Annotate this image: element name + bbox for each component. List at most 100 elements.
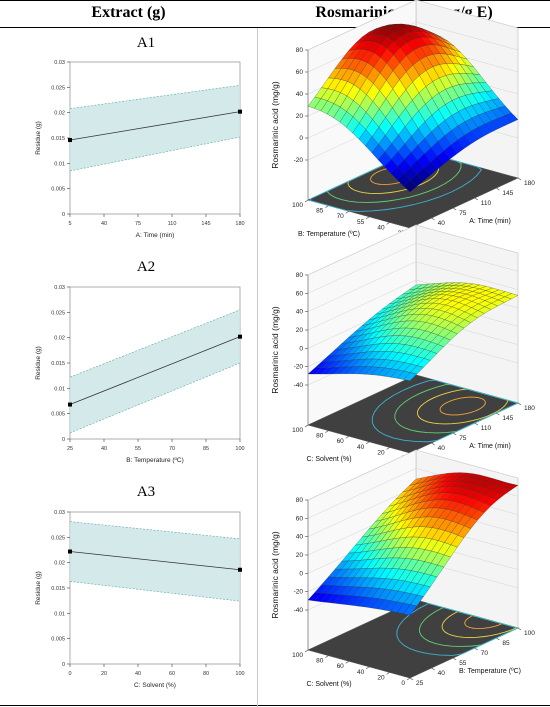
y-tick-label: 0 xyxy=(62,437,65,443)
x-tick xyxy=(496,187,500,191)
x-axis-label: B: Temperature (ºC) xyxy=(459,668,521,675)
mean-line xyxy=(69,551,241,571)
y-tick-label: 0.005 xyxy=(51,637,65,643)
header-extract: Extract (g) xyxy=(91,4,166,21)
x-tick-label: 85 xyxy=(203,446,209,452)
wall-gridline xyxy=(307,0,519,51)
y-tick-label: 0.01 xyxy=(54,386,65,392)
y-tick-label: 80 xyxy=(316,433,324,440)
surface-cell xyxy=(403,180,417,193)
floor-contour xyxy=(371,379,520,443)
x-tick-label: 180 xyxy=(235,221,244,227)
z-tick-label: 60 xyxy=(296,515,304,522)
y-tick-label: 20 xyxy=(377,674,385,681)
surface-cell xyxy=(403,604,418,616)
y-tick-label: 0.025 xyxy=(51,85,65,91)
y-tick-label: 0.03 xyxy=(54,60,65,66)
x-tick-label: 0 xyxy=(68,671,71,677)
x-tick-label: 75 xyxy=(459,435,467,442)
wall-gridline xyxy=(307,243,519,294)
x-tick xyxy=(517,627,522,631)
y-axis-label: Residue (g) xyxy=(35,571,42,605)
x-tick-label: 100 xyxy=(524,630,535,637)
z-tick-label: 20 xyxy=(296,113,304,120)
y-tick-label: 0.03 xyxy=(54,510,65,516)
z-tick-label: 0 xyxy=(299,345,303,352)
column-divider xyxy=(257,28,258,707)
x-axis-label: C: Solvent (%) xyxy=(134,682,176,689)
y-axis-label: C: Solvent (%) xyxy=(306,681,351,688)
x-tick xyxy=(517,177,522,181)
x-tick-label: 40 xyxy=(101,446,107,452)
x-tick-label: 100 xyxy=(235,671,244,677)
x-tick-label: 40 xyxy=(438,220,446,227)
y-axis-label: C: Solvent (%) xyxy=(306,456,351,463)
x-tick-label: 100 xyxy=(235,446,244,452)
y-tick-label: 60 xyxy=(337,438,345,445)
y-axis-label: B: Temperature (ºC) xyxy=(298,231,360,238)
z-tick-label: 20 xyxy=(296,552,304,559)
y-tick-label: 0.01 xyxy=(54,611,65,617)
ci-upper-line xyxy=(69,85,241,109)
x-tick-label: 40 xyxy=(101,221,107,227)
x-axis-label: A: Time (min) xyxy=(469,218,511,225)
z-tick-label: 80 xyxy=(296,272,304,279)
y-tick-label: 40 xyxy=(357,669,365,676)
chart-a2-temperature: 0 0.005 0.01 0.015 0.02 0.025 0.03 25 40 55 70 85 10… xyxy=(35,285,245,464)
x-tick xyxy=(453,657,457,661)
data-point xyxy=(238,567,242,572)
ci-lower-line xyxy=(69,136,241,172)
x-tick xyxy=(431,217,435,221)
x-tick-label: 180 xyxy=(524,405,535,412)
y-tick-label: 100 xyxy=(292,202,303,209)
y-tick-label: 0.005 xyxy=(51,412,65,418)
z-axis-label: Rosmarinic acid (mg/g) xyxy=(270,81,280,169)
x-tick-label: 40 xyxy=(438,670,446,677)
y-tick-label: 0 xyxy=(62,662,65,668)
z-tick-label: -40 xyxy=(294,607,304,614)
chart-b3-temperature-solvent-surface: -40 -20 0 20 40 60 80 Rosmarinic acid (mg/g) 25 4… xyxy=(270,449,535,688)
y-tick-label: 100 xyxy=(292,652,303,659)
confidence-band xyxy=(70,521,240,602)
y-tick-label: 0.01 xyxy=(54,161,65,167)
y-tick-label: 0.015 xyxy=(51,361,65,367)
y-tick-label: 20 xyxy=(377,449,385,456)
y-tick-label: 40 xyxy=(377,224,385,231)
wall-gridline xyxy=(307,21,519,73)
wall-gridline xyxy=(307,261,519,312)
panel-label-a1: A1 xyxy=(136,35,156,51)
z-tick-label: -20 xyxy=(294,589,304,596)
y-axis-label: Residue (g) xyxy=(35,121,42,155)
z-tick-label: 0 xyxy=(299,570,303,577)
y-tick xyxy=(345,660,349,664)
x-tick xyxy=(409,677,414,681)
y-tick xyxy=(325,655,329,658)
bottom-rule xyxy=(0,705,550,706)
y-tick xyxy=(345,210,349,214)
x-tick-label: 75 xyxy=(135,221,141,227)
x-tick-label: 145 xyxy=(201,221,210,227)
x-tick xyxy=(474,197,478,201)
x-tick-label: 60 xyxy=(169,671,175,677)
panel-label-a3: A3 xyxy=(136,484,156,500)
y-tick xyxy=(386,222,390,225)
y-tick-label: 0.025 xyxy=(51,310,65,316)
x-tick xyxy=(474,647,478,651)
x-tick-label: 20 xyxy=(101,671,107,677)
y-tick xyxy=(366,216,370,220)
floor-contour xyxy=(396,602,520,656)
x-tick xyxy=(474,422,478,426)
z-axis-label: Rosmarinic acid (mg/g) xyxy=(270,531,280,619)
x-tick xyxy=(517,402,522,406)
y-tick xyxy=(304,199,309,203)
x-tick-label: 145 xyxy=(502,190,513,197)
data-point xyxy=(238,109,242,114)
x-tick xyxy=(496,412,500,416)
x-tick xyxy=(496,637,500,641)
y-tick xyxy=(386,447,390,450)
z-tick-label: 40 xyxy=(296,91,304,98)
y-tick-label: 60 xyxy=(337,663,345,670)
x-tick-label: 55 xyxy=(135,446,141,452)
